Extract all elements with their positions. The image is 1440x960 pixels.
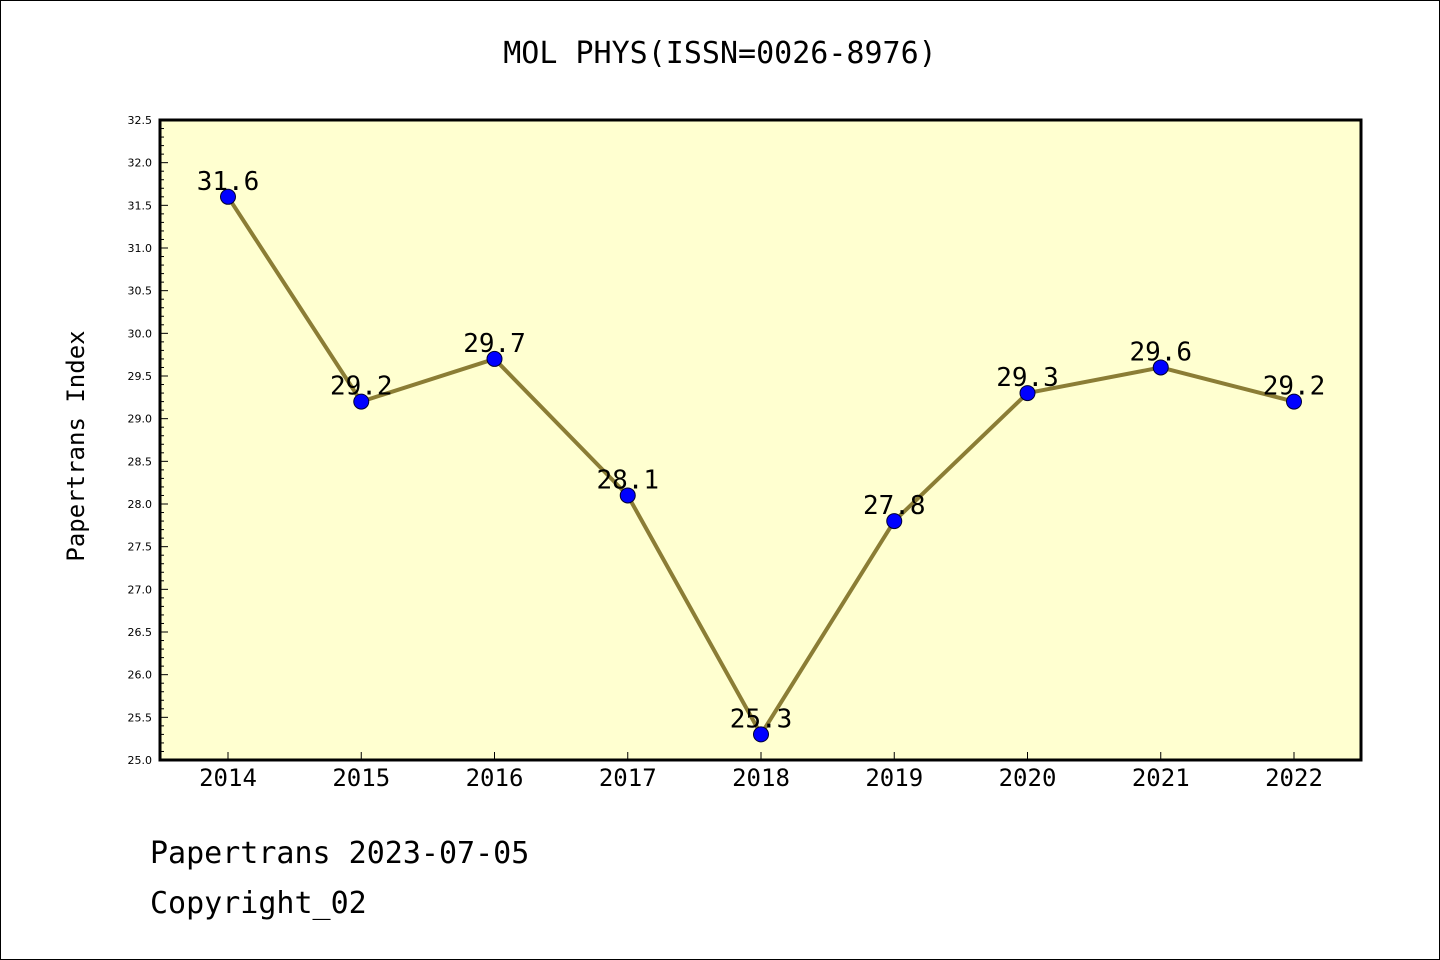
x-tick-label: 2017 — [599, 764, 657, 792]
y-tick-label: 31.0 — [128, 242, 153, 255]
data-point — [1019, 385, 1036, 402]
data-label: 29.7 — [463, 329, 526, 359]
y-tick-label: 28.0 — [128, 498, 153, 511]
x-tick-label: 2022 — [1265, 764, 1323, 792]
data-label: 28.1 — [596, 465, 659, 495]
x-tick-label: 2021 — [1132, 764, 1190, 792]
data-label: 29.2 — [1263, 372, 1326, 402]
x-tick-label: 2014 — [199, 764, 257, 792]
y-tick-label: 30.0 — [128, 327, 153, 340]
y-tick-label: 27.0 — [128, 583, 153, 596]
footer-date: Papertrans 2023-07-05 — [150, 836, 530, 871]
chart-title: MOL PHYS(ISSN=0026-8976) — [503, 36, 937, 71]
data-point — [1152, 359, 1169, 376]
footer-copyright: Copyright_02 — [150, 886, 367, 921]
x-tick-label: 2018 — [732, 764, 790, 792]
x-tick-label: 2015 — [332, 764, 390, 792]
data-point — [886, 513, 903, 530]
data-point — [353, 393, 370, 410]
data-label: 29.3 — [996, 363, 1059, 393]
x-tick-label: 2016 — [466, 764, 524, 792]
x-tick-label: 2020 — [999, 764, 1057, 792]
data-label: 29.6 — [1129, 337, 1192, 367]
data-label: 31.6 — [197, 167, 260, 197]
data-point — [220, 188, 236, 205]
data-point — [753, 726, 769, 743]
y-tick-label: 28.5 — [128, 455, 153, 468]
y-axis-label: Papertrans Index — [62, 330, 90, 561]
data-point — [619, 487, 636, 504]
y-tick-label: 32.0 — [128, 157, 153, 170]
y-tick-label: 32.5 — [128, 114, 153, 127]
plot-border — [158, 118, 1363, 762]
data-label: 25.3 — [730, 704, 793, 734]
y-tick-label: 29.0 — [128, 413, 153, 426]
data-point — [486, 350, 503, 367]
x-tick-label: 2019 — [865, 764, 923, 792]
y-tick-label: 31.5 — [128, 199, 153, 212]
y-tick-label: 25.0 — [128, 754, 153, 767]
plot-area — [160, 120, 1361, 760]
data-point — [1286, 393, 1302, 410]
data-label: 27.8 — [863, 491, 926, 521]
y-tick-label: 26.0 — [128, 669, 153, 682]
y-tick-label: 30.5 — [128, 285, 153, 298]
y-tick-label: 26.5 — [128, 626, 153, 639]
y-tick-label: 27.5 — [128, 541, 153, 554]
y-tick-label: 29.5 — [128, 370, 153, 383]
y-tick-label: 25.5 — [128, 711, 153, 724]
data-label: 29.2 — [330, 372, 393, 402]
